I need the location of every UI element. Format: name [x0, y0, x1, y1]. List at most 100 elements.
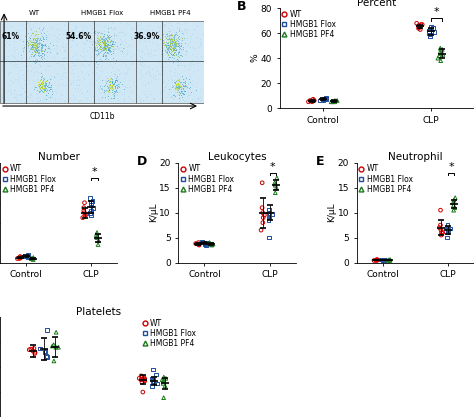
Point	[104, 87, 112, 94]
Point	[60, 98, 68, 105]
Point	[202, 239, 210, 246]
Point	[118, 37, 126, 44]
Point	[110, 92, 118, 99]
Point	[35, 35, 42, 41]
Point	[24, 40, 31, 47]
Point	[144, 70, 152, 77]
Point	[116, 83, 123, 89]
Point	[166, 35, 174, 42]
Point	[109, 41, 116, 48]
Point	[38, 47, 46, 53]
Point	[91, 45, 99, 52]
Point	[58, 43, 65, 49]
Point	[109, 85, 116, 92]
Point	[163, 45, 170, 51]
Point	[33, 42, 40, 49]
Point	[29, 45, 37, 52]
Point	[169, 47, 177, 53]
Point	[166, 36, 173, 43]
Point	[71, 22, 79, 29]
Point	[172, 31, 179, 38]
Point	[168, 38, 176, 45]
Point	[172, 52, 180, 58]
Point	[167, 46, 175, 53]
Point	[1, 36, 9, 43]
Point	[3, 87, 10, 94]
Point	[84, 60, 92, 67]
Point	[39, 80, 46, 86]
Point	[94, 84, 101, 91]
Point	[98, 38, 105, 45]
Point	[184, 40, 191, 47]
Point	[138, 89, 146, 96]
Point	[169, 42, 177, 48]
Point	[174, 87, 182, 93]
Point	[108, 87, 116, 93]
Point	[179, 86, 187, 93]
Point	[29, 348, 36, 354]
Point	[43, 353, 50, 359]
Point	[106, 85, 114, 91]
Point	[5, 68, 13, 75]
Point	[173, 59, 181, 66]
Point	[331, 97, 339, 104]
Point	[33, 43, 41, 49]
Point	[120, 42, 128, 49]
Point	[32, 37, 40, 43]
Point	[126, 83, 134, 90]
Point	[37, 76, 45, 83]
Point	[128, 53, 135, 60]
Point	[39, 85, 47, 92]
Point	[43, 81, 50, 88]
Point	[172, 43, 180, 50]
Point	[16, 27, 24, 34]
Point	[30, 52, 37, 58]
Point	[104, 88, 112, 94]
Point	[158, 50, 166, 57]
Point	[166, 39, 174, 45]
Point	[171, 48, 179, 55]
Point	[10, 93, 18, 100]
Point	[141, 91, 148, 98]
Point	[184, 89, 191, 95]
Point	[72, 85, 79, 91]
Point	[90, 57, 98, 64]
Point	[30, 39, 38, 46]
Point	[0, 33, 7, 39]
Point	[57, 72, 65, 78]
Point	[175, 49, 182, 56]
Point	[36, 80, 44, 87]
Point	[125, 76, 133, 83]
Point	[41, 46, 48, 53]
Point	[111, 78, 118, 85]
Point	[109, 82, 116, 89]
Point	[437, 45, 444, 52]
Point	[174, 34, 182, 40]
Point	[37, 37, 45, 43]
Point	[182, 62, 189, 69]
Point	[111, 84, 118, 91]
Point	[38, 88, 46, 95]
Point	[73, 52, 80, 58]
Point	[180, 83, 188, 90]
Point	[36, 88, 44, 95]
Point	[139, 389, 146, 395]
Point	[38, 40, 46, 47]
Point	[170, 45, 177, 51]
Point	[100, 38, 108, 44]
Point	[27, 43, 35, 50]
Point	[39, 78, 47, 85]
Point	[258, 204, 266, 211]
Point	[118, 50, 126, 56]
Point	[107, 41, 115, 48]
Point	[39, 71, 46, 78]
Point	[108, 40, 116, 47]
Point	[310, 97, 318, 104]
Point	[146, 30, 154, 36]
Point	[160, 26, 167, 33]
Point	[35, 81, 42, 88]
Point	[111, 79, 118, 85]
Legend: WT, HMGB1 Flox, HMGB1 PF4: WT, HMGB1 Flox, HMGB1 PF4	[180, 164, 234, 193]
Point	[175, 82, 183, 89]
Point	[94, 22, 101, 29]
